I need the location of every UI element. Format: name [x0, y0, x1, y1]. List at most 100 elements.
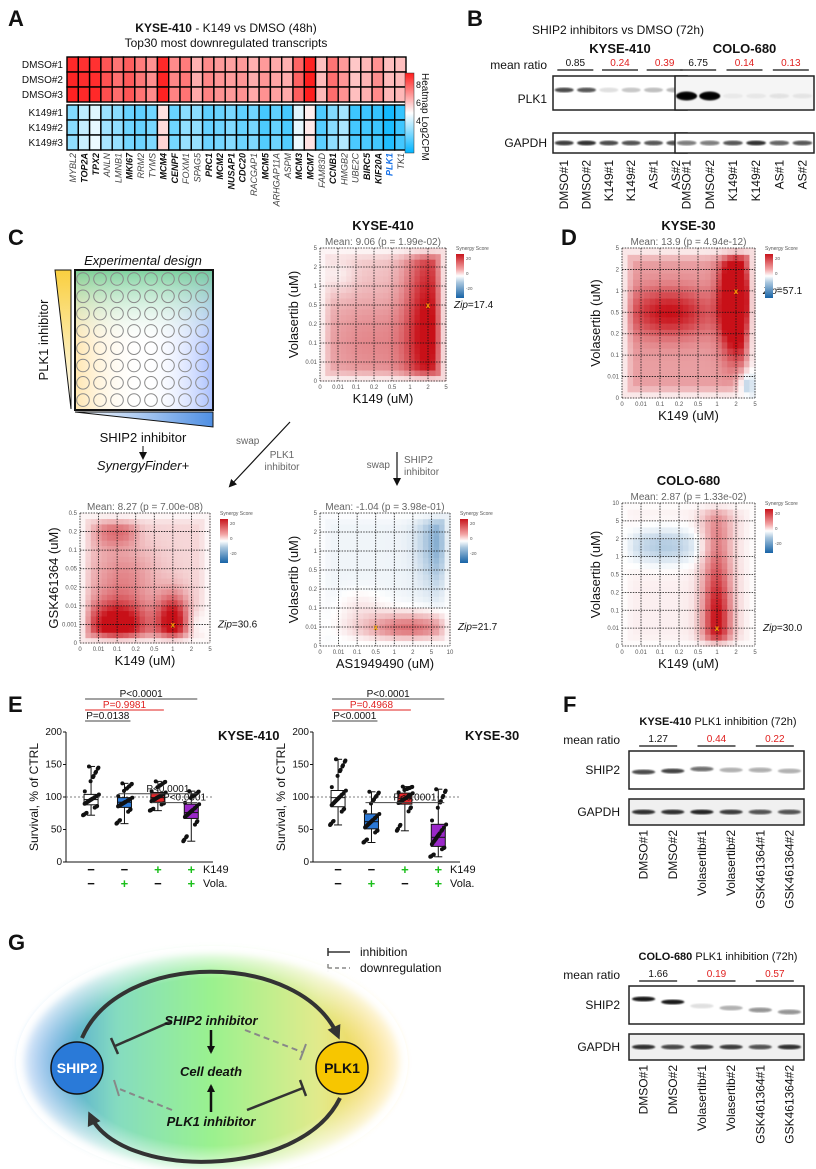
synergy-cell: [677, 354, 684, 362]
synergy-cell: [330, 353, 337, 360]
synergy-cell: [161, 583, 168, 590]
synergy-cell: [433, 540, 440, 547]
synergy-cell: [660, 574, 667, 582]
synergy-cell: [666, 379, 673, 387]
synergy-x-axis-label: AS1949490 (uM): [336, 656, 434, 671]
synergy-cell: [622, 544, 629, 552]
synergy-cell: [145, 637, 152, 644]
synergy-cell: [649, 586, 656, 593]
synergy-cell: [721, 520, 728, 528]
synergy-cell: [409, 248, 416, 255]
synergy-cell: [743, 526, 751, 534]
synergy-cell: [638, 580, 645, 588]
synergy-cell: [85, 578, 92, 585]
synergy-cell: [356, 292, 363, 299]
synergy-cell: [351, 308, 358, 316]
synergy-cell: [320, 303, 326, 310]
x-tick-label: 0.1: [656, 402, 665, 408]
synergy-cell: [330, 629, 337, 636]
x-tick-label: 2: [426, 385, 430, 391]
synergy-cell: [166, 594, 173, 601]
synergy-cell: [199, 599, 206, 606]
synergy-cell: [409, 375, 416, 382]
heatmap-subtitle: Top30 most downregulated transcripts: [125, 36, 328, 50]
synergy-cell: [80, 550, 87, 557]
synergy-cell: [398, 336, 405, 343]
synergy-cell: [644, 592, 651, 599]
synergy-cell: [677, 304, 684, 312]
synergy-cell: [649, 323, 656, 330]
synergy-cell: [352, 640, 359, 647]
synergy-cell: [655, 323, 662, 330]
synergy-cell: [694, 604, 701, 611]
blot-plk1-box: [552, 75, 688, 111]
lane-label: DMSO#2: [580, 160, 594, 210]
synergy-cell: [666, 610, 673, 617]
heatmap-cell: [145, 134, 159, 151]
synergy-cell: [710, 354, 717, 362]
synergy-cell: [677, 391, 684, 399]
synergy-cell: [368, 629, 375, 636]
synergy-cell: [352, 562, 359, 570]
synergy-cell: [727, 385, 734, 393]
synergy-cell: [128, 637, 135, 644]
synergy-cell: [80, 599, 87, 606]
synergy-cell: [182, 561, 189, 568]
synergy-cell: [444, 601, 451, 608]
synergy-cell: [439, 629, 446, 636]
synergy-cell: [677, 550, 684, 558]
synergy-cell: [435, 308, 442, 316]
synergy-cell: [743, 544, 751, 552]
plate-well: [178, 393, 192, 407]
synergy-cell: [351, 270, 358, 277]
synergy-cell: [404, 364, 410, 371]
synergy-cell: [336, 607, 343, 614]
data-point: [371, 798, 376, 803]
synergy-cell: [409, 270, 416, 277]
synergy-cell: [356, 347, 363, 354]
synergy-cell: [694, 622, 701, 629]
synergy-cell: [655, 285, 662, 293]
synergy-cell: [347, 640, 354, 647]
synergy-cell: [682, 248, 690, 255]
blot-gapdh-box: [628, 1033, 805, 1061]
y-tick-label: 0.01: [305, 625, 317, 631]
data-point: [367, 789, 372, 794]
x-tick-label: 0.01: [93, 647, 105, 653]
synergy-cell: [150, 572, 157, 579]
synergy-cell: [123, 605, 130, 612]
synergy-cell: [638, 354, 645, 362]
synergy-cell: [80, 556, 87, 563]
heatmap-colorbar: [404, 72, 415, 154]
synergy-cell: [688, 391, 695, 399]
synergy-cell: [627, 391, 634, 399]
gene-label: LMNB1: [113, 153, 123, 183]
synergy-cell: [362, 375, 368, 382]
synergy-cell: [406, 513, 413, 520]
synergy-cell: [406, 562, 413, 570]
synergy-cell: [710, 329, 717, 337]
synergy-cell: [367, 336, 374, 343]
synergy-cell: [749, 348, 756, 355]
synergy-cell: [417, 579, 424, 586]
synergy-cell: [123, 513, 130, 520]
synergy-cell: [638, 304, 645, 312]
synergy-cell: [705, 273, 712, 280]
synergy-cell: [699, 323, 706, 330]
swap-down-sub-2: inhibitor: [404, 467, 440, 478]
synergy-cell: [694, 562, 701, 570]
synergy-cell: [177, 556, 184, 563]
arrow-ship2-to-plk1: [80, 969, 341, 1040]
synergy-cell: [439, 607, 446, 614]
synergy-cell: [627, 562, 634, 570]
synergy-cell: [710, 248, 717, 255]
synergy-cell: [430, 275, 437, 282]
synergy-cell: [666, 622, 673, 629]
synergy-cell: [351, 314, 358, 321]
synergy-cell: [363, 513, 370, 520]
synergy-cell: [738, 568, 745, 576]
synergy-cell: [694, 304, 701, 312]
synergy-cell: [388, 248, 395, 255]
synergy-cell: [374, 524, 381, 531]
synergy-cell: [325, 518, 332, 525]
